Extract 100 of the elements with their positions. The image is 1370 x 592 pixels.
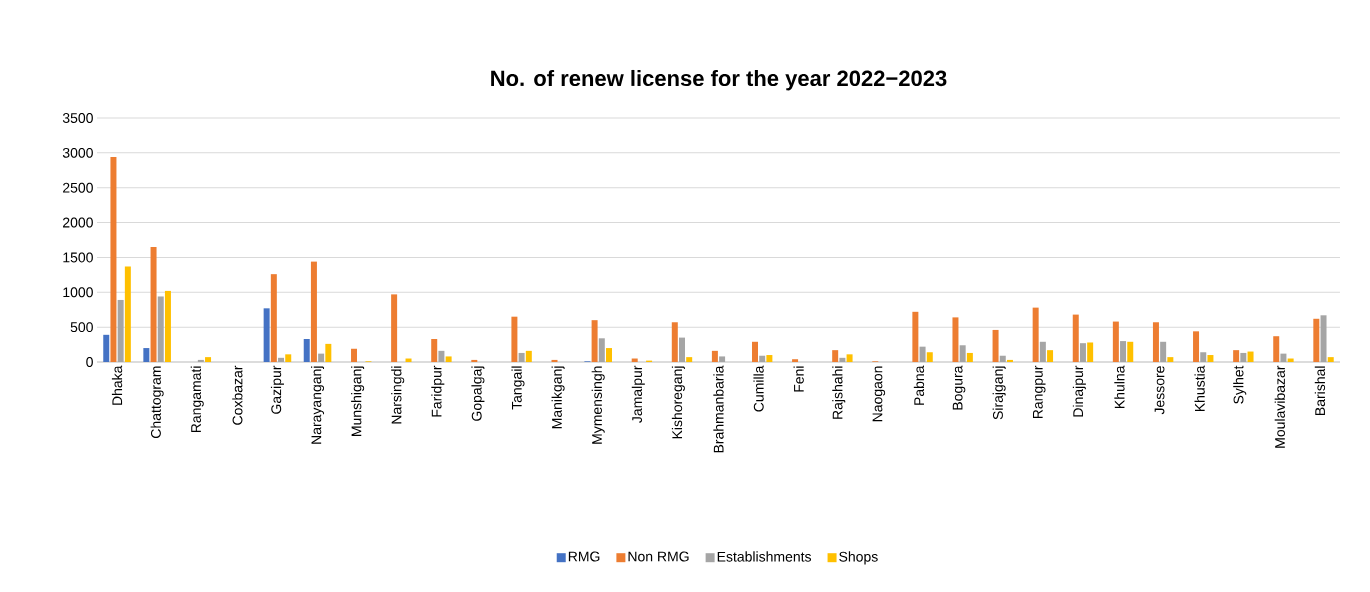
- bar: [792, 359, 799, 362]
- bar: [445, 356, 452, 362]
- x-tick-label: Rajshahi: [832, 366, 846, 419]
- bar: [598, 338, 605, 362]
- bar: [1193, 331, 1200, 362]
- x-tick-label: Khustia: [1194, 365, 1205, 412]
- x-tick-label: Pabna: [913, 365, 925, 405]
- legend-label: RMG: [568, 551, 600, 562]
- x-tick-label: Rangamati: [190, 366, 204, 433]
- x-tick-label: Jamalpur: [631, 365, 645, 423]
- bar: [1072, 314, 1079, 362]
- x-tick-label: Munshiganj: [351, 366, 365, 436]
- bar: [992, 329, 999, 362]
- bar: [1207, 355, 1214, 362]
- bar: [164, 290, 171, 362]
- bar: [1006, 359, 1013, 362]
- bar: [1313, 318, 1320, 362]
- bar: [926, 352, 933, 362]
- bar: [966, 352, 973, 362]
- bar: [671, 322, 678, 362]
- bar: [325, 343, 332, 362]
- x-tick-label: Naogaon: [872, 366, 886, 422]
- bar: [751, 341, 758, 362]
- bar: [711, 350, 718, 362]
- bar: [839, 357, 846, 362]
- bar: [318, 353, 325, 362]
- y-tick-label: 1000: [63, 287, 93, 298]
- bar: [157, 296, 164, 362]
- bar: [551, 359, 558, 362]
- bar: [351, 348, 358, 362]
- bar: [1087, 342, 1094, 362]
- bar: [205, 357, 212, 362]
- bar: [1320, 315, 1327, 362]
- bar: [912, 311, 919, 362]
- bar: [1047, 350, 1054, 362]
- bar: [766, 355, 773, 362]
- x-tick-label: Narayanganj: [311, 366, 325, 444]
- bar: [1112, 321, 1119, 362]
- y-tick-label: 3500: [62, 113, 93, 123]
- bar: [1273, 336, 1280, 362]
- bar: [1079, 343, 1086, 362]
- x-tick-label: Cumilla: [753, 365, 764, 412]
- bar: [431, 339, 438, 362]
- x-tick-label: Barishal: [1314, 366, 1326, 415]
- x-tick-label: Sirajganj: [992, 366, 1006, 420]
- legend-label: Establishments: [717, 551, 812, 562]
- y-tick-label: 2500: [63, 182, 93, 193]
- bar: [197, 359, 204, 362]
- x-tick-label: Rangpur: [1032, 365, 1046, 419]
- bar: [124, 266, 131, 362]
- y-tick-label: 3000: [62, 147, 93, 158]
- x-tick-label: Manikganj: [551, 366, 565, 429]
- x-tick-label: Bogura: [952, 365, 966, 410]
- bar: [391, 294, 398, 362]
- bar: [919, 346, 926, 362]
- bar: [952, 317, 959, 362]
- bar: [1280, 353, 1287, 362]
- bar: [143, 348, 150, 362]
- bar: [525, 350, 532, 362]
- bar: [846, 354, 853, 362]
- bar: [1200, 352, 1207, 362]
- bar: [263, 308, 270, 362]
- bar: [591, 320, 598, 362]
- bar: [303, 339, 310, 362]
- bar: [1160, 341, 1167, 362]
- bar: [1039, 341, 1046, 362]
- bar: [1233, 350, 1240, 362]
- bar: [832, 350, 839, 362]
- bar: [518, 352, 525, 362]
- bar: [103, 334, 110, 362]
- x-tick-label: Feni: [793, 366, 804, 392]
- y-tick-label: 1500: [63, 252, 93, 263]
- x-tick-label: Faridpur: [431, 365, 445, 417]
- bar: [959, 345, 966, 362]
- bar: [150, 246, 157, 362]
- x-tick-label: Gazipur: [270, 365, 284, 414]
- x-tick-label: Brahmanbaria: [713, 365, 724, 453]
- bar: [278, 357, 285, 362]
- x-tick-label: Moulavibazar: [1274, 365, 1285, 448]
- bar: [759, 355, 766, 362]
- x-tick-label: Dinajpur: [1072, 365, 1086, 417]
- bar: [999, 355, 1006, 362]
- bar: [1247, 351, 1254, 362]
- x-tick-label: Mymensingh: [591, 366, 605, 444]
- bar: [511, 316, 518, 362]
- bar: [110, 157, 117, 362]
- legend-label: Shops: [839, 551, 878, 565]
- y-tick-label: 500: [70, 322, 93, 333]
- x-tick-label: Chattogram: [150, 366, 164, 438]
- bar: [1327, 357, 1334, 362]
- bar: [285, 354, 292, 362]
- x-tick-label: Gopalgaj: [471, 366, 485, 421]
- bar: [438, 350, 445, 362]
- bar: [1240, 352, 1247, 362]
- bar: [1127, 341, 1134, 362]
- x-tick-label: Kishoreganj: [671, 366, 685, 439]
- x-tick-label: Sylhet: [1233, 365, 1247, 404]
- y-tick-label: 0: [86, 357, 93, 367]
- legend-label: Non RMG: [628, 551, 689, 562]
- bar: [678, 337, 685, 362]
